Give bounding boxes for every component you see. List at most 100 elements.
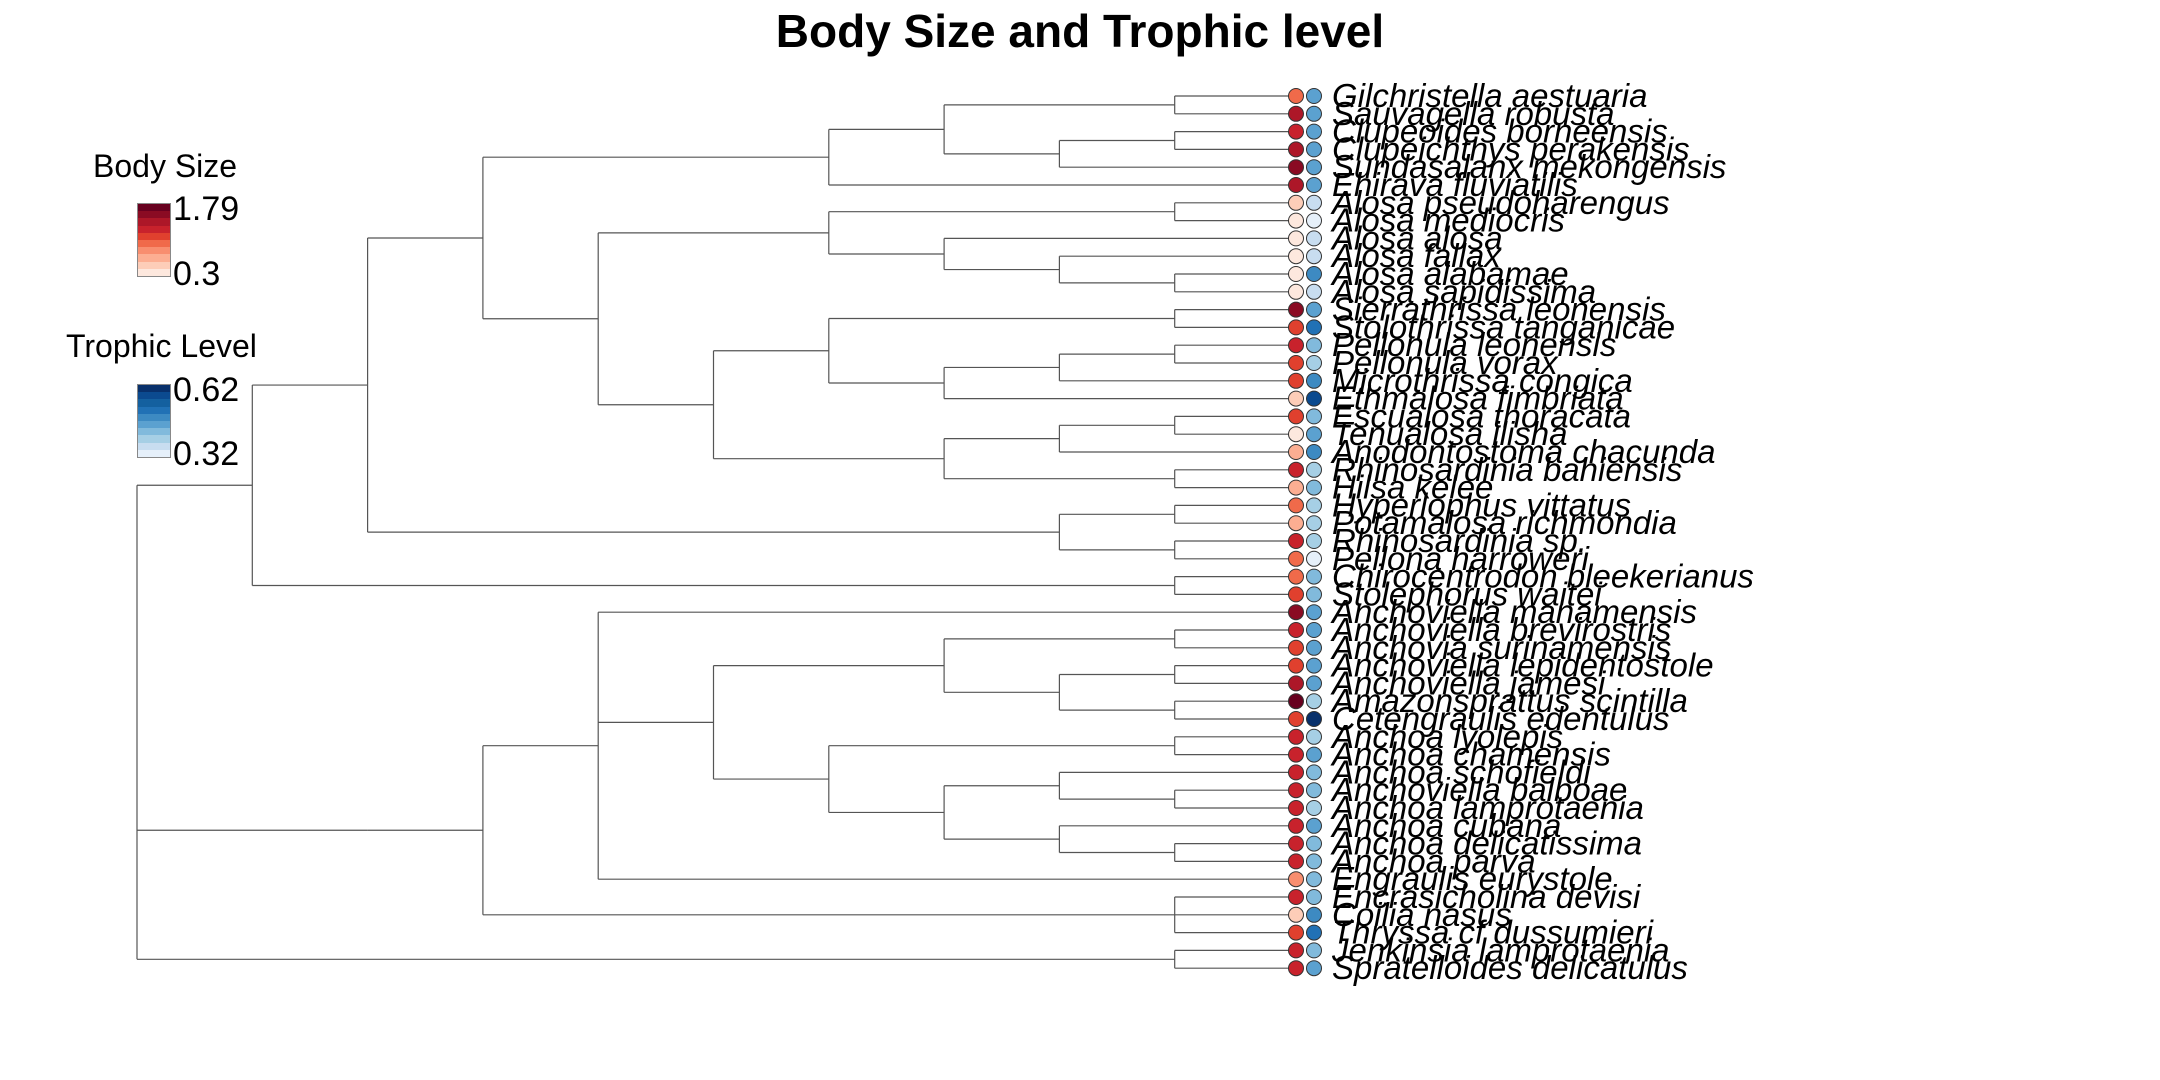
trophic-level-marker xyxy=(1306,248,1322,265)
body-size-marker xyxy=(1288,550,1304,567)
body-size-marker xyxy=(1288,390,1304,407)
body-size-marker xyxy=(1288,871,1304,888)
ramp-step xyxy=(138,428,170,436)
trophic-level-marker xyxy=(1306,444,1322,460)
body-size-marker xyxy=(1288,194,1304,211)
trophic-level-marker xyxy=(1306,426,1322,443)
trophic-level-marker xyxy=(1306,177,1322,193)
body-size-marker xyxy=(1288,515,1304,532)
body-size-marker xyxy=(1288,924,1304,941)
body-size-marker xyxy=(1288,746,1304,763)
species-label: Sierrathrissa leonensis xyxy=(1332,291,1666,328)
body-size-marker xyxy=(1288,853,1304,870)
species-label: Sundasalanx mekongensis xyxy=(1332,148,1726,185)
species-label: Pellonula vorax xyxy=(1332,344,1559,381)
species-label: Alosa pseudoharengus xyxy=(1330,184,1670,221)
trophic-level-marker xyxy=(1306,657,1322,674)
trophic-level-marker xyxy=(1306,319,1322,336)
ramp-step xyxy=(138,247,170,255)
ramp-step xyxy=(138,413,170,422)
body-size-marker xyxy=(1288,639,1304,656)
species-label: Anchoviella jamesi xyxy=(1330,664,1607,701)
trophic-level-marker xyxy=(1306,835,1322,852)
trophic-level-marker xyxy=(1306,497,1322,514)
trophic-level-marker xyxy=(1306,123,1322,140)
species-label: Stolephorus waitei xyxy=(1332,575,1603,612)
species-label: Clupeoides borneensis xyxy=(1332,113,1668,150)
trophic-level-marker xyxy=(1306,88,1322,104)
body-size-marker xyxy=(1288,800,1304,816)
body-size-marker xyxy=(1288,372,1304,389)
body-size-marker xyxy=(1288,248,1304,265)
trophic-level-marker xyxy=(1306,141,1322,158)
trophic-level-marker xyxy=(1306,461,1322,478)
trophic-level-marker xyxy=(1306,194,1322,211)
body-size-marker xyxy=(1288,764,1304,781)
trophic-level-marker xyxy=(1306,889,1322,905)
species-label: Alosa alosa xyxy=(1330,219,1503,256)
body-size-color-ramp xyxy=(137,203,171,277)
body-size-marker xyxy=(1288,711,1304,727)
trophic-level-marker xyxy=(1306,479,1322,496)
trophic-level-marker xyxy=(1306,408,1322,425)
body-size-marker xyxy=(1288,301,1304,318)
trophic-level-marker xyxy=(1306,230,1322,247)
ramp-step xyxy=(138,225,170,233)
species-label: Anchoviella manamensis xyxy=(1330,593,1697,630)
species-label: Anchoa parva xyxy=(1330,842,1536,879)
body-size-marker xyxy=(1288,88,1304,104)
species-label: Anchoa lamprotaenia xyxy=(1330,789,1644,826)
ramp-step xyxy=(138,204,170,212)
trophic-level-marker xyxy=(1306,266,1322,282)
trophic-level-marker xyxy=(1306,105,1322,122)
body-size-marker xyxy=(1288,622,1304,638)
trophic-level-marker xyxy=(1306,533,1322,549)
trophic-level-marker xyxy=(1306,853,1322,870)
trophic-level-marker xyxy=(1306,639,1322,656)
body-size-marker xyxy=(1288,105,1304,122)
ramp-step xyxy=(138,399,170,407)
species-label: Thryssa cf dussumieri xyxy=(1332,914,1655,951)
body-size-marker xyxy=(1288,533,1304,549)
body-size-marker xyxy=(1288,319,1304,336)
species-label: Pellonula leonensis xyxy=(1332,326,1616,363)
trophic-level-marker xyxy=(1306,550,1322,567)
ramp-step xyxy=(138,385,170,393)
trophic-level-marker xyxy=(1306,212,1322,229)
species-label: Escualosa thoracata xyxy=(1332,397,1631,434)
ramp-step xyxy=(138,211,170,219)
species-label: Amazonsprattus scintilla xyxy=(1330,682,1688,719)
body-size-marker xyxy=(1288,693,1304,710)
figure-title: Body Size and Trophic level xyxy=(775,5,1385,57)
body-size-marker xyxy=(1288,426,1304,443)
species-label: Tenualosa ilisha xyxy=(1332,415,1567,452)
species-label: Sauvagella robusta xyxy=(1332,95,1615,132)
trophic-level-marker xyxy=(1306,800,1322,816)
trophic-level-marker xyxy=(1306,942,1322,959)
body-size-marker xyxy=(1288,283,1304,300)
species-label: Hilsa kelee xyxy=(1332,469,1493,506)
species-label: Rhinosardinia bahiensis xyxy=(1332,451,1682,488)
trophic-level-marker xyxy=(1306,568,1322,585)
trophic-level-marker xyxy=(1306,906,1322,923)
body-size-marker xyxy=(1288,212,1304,229)
body-size-marker xyxy=(1288,337,1304,354)
trophic-level-legend-title: Trophic Level xyxy=(66,328,257,364)
trophic-level-marker xyxy=(1306,283,1322,300)
body-size-marker xyxy=(1288,497,1304,514)
trophic-level-marker xyxy=(1306,301,1322,318)
ramp-step xyxy=(138,261,170,269)
body-size-min-label: 0.3 xyxy=(173,255,221,293)
trophic-level-marker xyxy=(1306,390,1322,407)
ramp-step xyxy=(138,392,170,400)
species-label: Alosa mediocris xyxy=(1330,202,1565,239)
body-size-marker xyxy=(1288,159,1304,176)
trophic-level-marker xyxy=(1306,337,1322,354)
trophic-level-marker xyxy=(1306,675,1322,692)
body-size-marker xyxy=(1288,230,1304,247)
species-label: Anchoa delicatissima xyxy=(1330,825,1642,862)
species-label: Engraulis eurystole xyxy=(1332,860,1613,897)
species-label: Cetengraulis edentulus xyxy=(1332,700,1670,737)
ramp-step xyxy=(138,442,170,450)
ramp-step xyxy=(138,449,170,458)
